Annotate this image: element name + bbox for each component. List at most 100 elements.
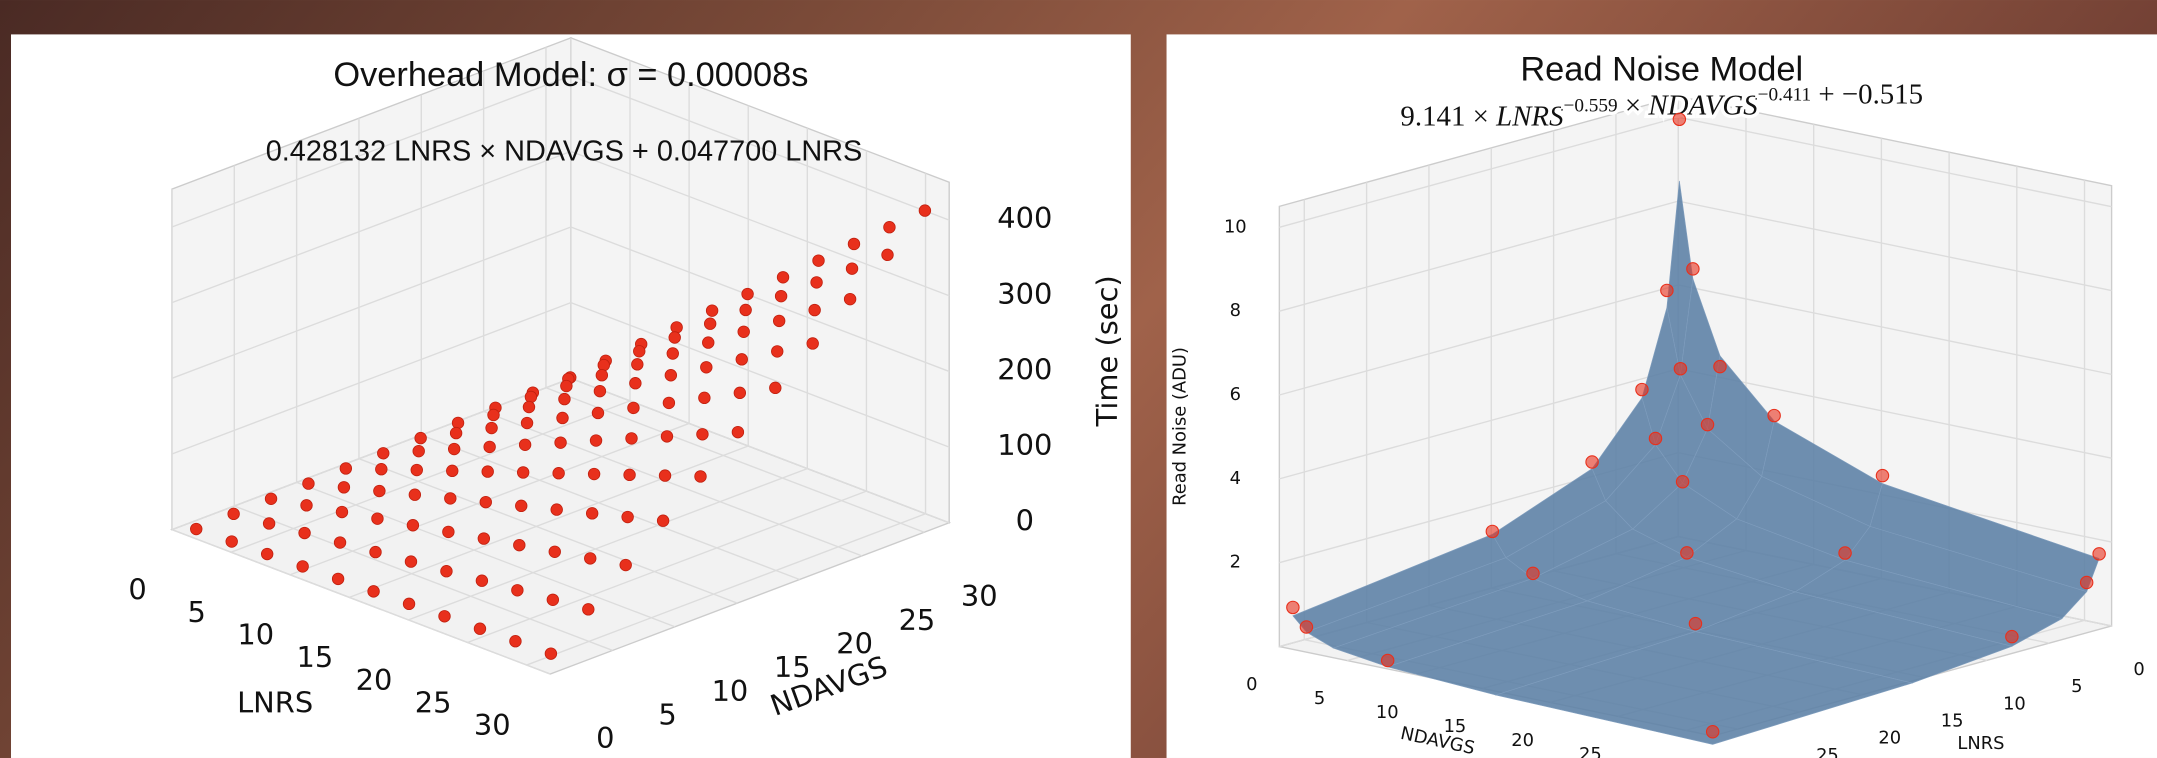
data-point xyxy=(594,385,606,397)
data-point xyxy=(671,322,683,334)
tick-label: 15 xyxy=(297,640,334,674)
data-point xyxy=(301,500,313,512)
data-point xyxy=(190,523,202,535)
tick-label: 30 xyxy=(474,708,511,742)
subtitle-superscript: −0.559 xyxy=(1564,96,1618,117)
data-point xyxy=(303,478,315,490)
data-point xyxy=(598,359,610,371)
data-point xyxy=(523,401,535,413)
data-point xyxy=(411,464,423,476)
subtitle-superscript: −0.411 xyxy=(1758,85,1811,106)
data-point xyxy=(547,594,559,606)
subtitle-part: 9.141 × xyxy=(1400,100,1496,132)
data-point xyxy=(486,422,498,434)
data-point xyxy=(622,511,634,523)
data-point xyxy=(441,565,453,577)
data-point xyxy=(740,304,752,316)
data-point xyxy=(630,377,642,389)
chart-subtitle: 0.428132 LNRS × NDAVGS + 0.047700 LNRS xyxy=(266,135,863,167)
data-point xyxy=(701,362,713,374)
data-point xyxy=(553,467,565,479)
data-point xyxy=(736,354,748,366)
page: {"chart_data": [ {"type": "scatter3d", "… xyxy=(0,0,2157,758)
screenshot: 0510152025300510152025300100200300400LNR… xyxy=(0,0,2157,758)
chart-title: Read Noise Model xyxy=(1520,51,1803,89)
data-point xyxy=(1768,409,1780,421)
data-point xyxy=(521,417,533,429)
data-point xyxy=(884,221,896,233)
data-point xyxy=(1681,547,1693,559)
data-point xyxy=(561,380,573,392)
tick-label: 2 xyxy=(1230,552,1241,573)
data-point xyxy=(559,393,571,405)
data-point xyxy=(265,493,277,505)
data-point xyxy=(226,536,238,548)
data-point xyxy=(775,290,787,302)
data-point xyxy=(590,435,602,447)
subtitle-part: × xyxy=(1618,89,1649,121)
data-point xyxy=(405,556,417,568)
data-point xyxy=(770,382,782,394)
data-point xyxy=(706,305,718,317)
tick-label: 200 xyxy=(997,352,1052,386)
data-point xyxy=(519,439,531,451)
tick-label: 0 xyxy=(596,721,614,755)
data-point xyxy=(667,348,679,360)
data-point xyxy=(2006,630,2018,642)
data-point xyxy=(448,443,460,455)
data-point xyxy=(484,441,496,453)
tick-label: 5 xyxy=(2071,676,2082,697)
data-point xyxy=(370,546,382,558)
data-point xyxy=(439,610,451,622)
axis-label: LNRS xyxy=(237,685,313,719)
data-point xyxy=(413,445,425,457)
data-point xyxy=(1486,525,1498,537)
data-point xyxy=(1381,654,1393,666)
data-point xyxy=(807,338,819,350)
data-point xyxy=(626,433,638,445)
tick-label: 15 xyxy=(1941,711,1964,732)
data-point xyxy=(403,598,415,610)
data-point xyxy=(846,263,858,275)
chart-title: Overhead Model: σ = 0.00008s xyxy=(333,56,808,94)
data-point xyxy=(1706,726,1718,738)
tick-label: 400 xyxy=(997,201,1052,235)
data-point xyxy=(586,508,598,520)
data-point xyxy=(549,546,561,558)
data-point xyxy=(334,537,346,549)
data-point xyxy=(525,391,537,403)
data-point xyxy=(695,471,707,483)
data-point xyxy=(632,359,644,371)
data-point xyxy=(665,369,677,381)
data-point xyxy=(624,469,636,481)
data-point xyxy=(557,412,569,424)
data-point xyxy=(809,304,821,316)
tick-label: 25 xyxy=(899,603,936,637)
data-point xyxy=(1689,617,1701,629)
axis-label: Time (sec) xyxy=(1090,275,1124,427)
data-point xyxy=(734,387,746,399)
data-point xyxy=(1300,621,1312,633)
data-point xyxy=(445,493,457,505)
data-point xyxy=(512,584,524,596)
data-point xyxy=(844,293,856,305)
tick-label: 5 xyxy=(658,697,676,731)
data-point xyxy=(669,332,681,344)
data-point xyxy=(555,437,567,449)
data-point xyxy=(2093,548,2105,560)
data-point xyxy=(263,518,275,530)
tick-label: 8 xyxy=(1230,300,1241,321)
data-point xyxy=(583,604,595,616)
data-point xyxy=(374,485,386,497)
data-point xyxy=(882,249,894,261)
data-point xyxy=(2080,576,2092,588)
data-point xyxy=(742,288,754,300)
tick-label: 20 xyxy=(1878,728,1901,749)
data-point xyxy=(738,326,750,338)
data-point xyxy=(732,426,744,438)
data-point xyxy=(1649,432,1661,444)
data-point xyxy=(659,470,671,482)
data-point xyxy=(332,573,344,585)
data-point xyxy=(515,500,527,512)
tick-label: 25 xyxy=(1579,744,1602,758)
